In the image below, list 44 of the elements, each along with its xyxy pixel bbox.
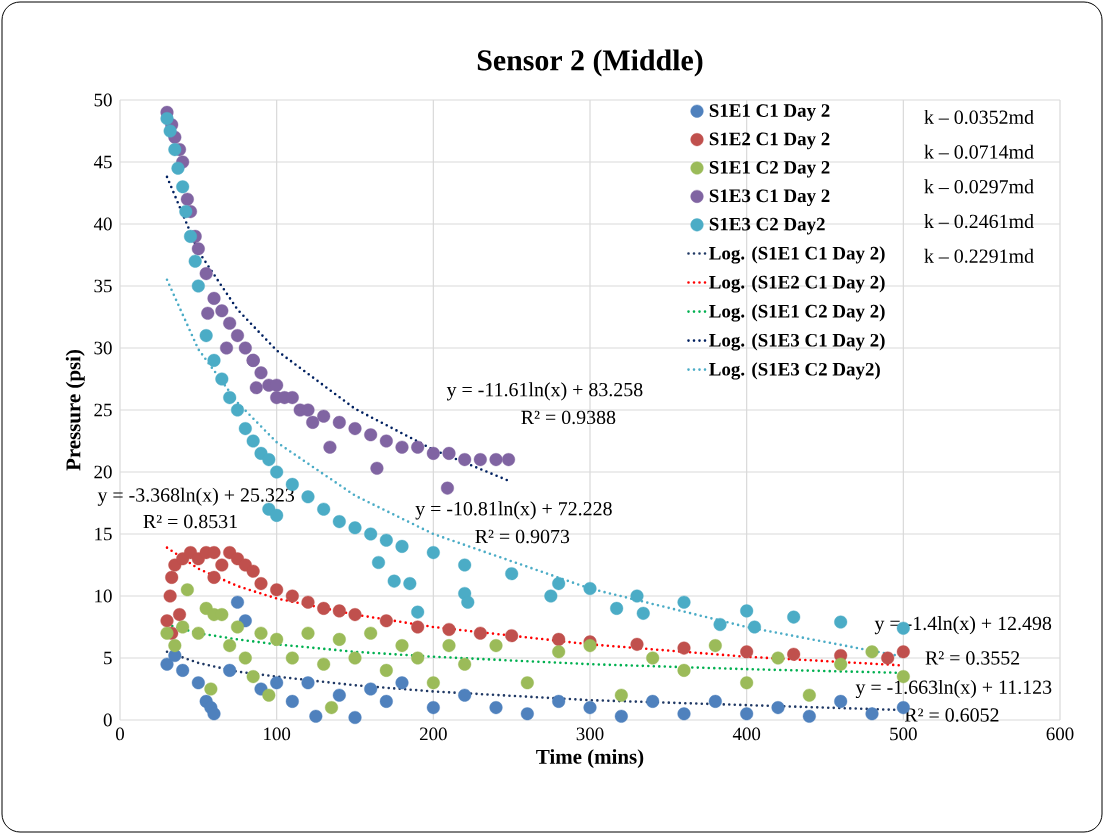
annotation: y = -1.663ln(x) + 11.123 — [855, 679, 1052, 699]
x-tick-label: 600 — [1046, 727, 1074, 741]
legend-label: S1E2 C1 Day 2 — [709, 132, 830, 150]
x-axis-title: Time (mins) — [536, 749, 644, 769]
y-tick-label: 0 — [103, 713, 112, 727]
annotation: R² = 0.3552 — [925, 651, 1020, 665]
annotation: k – 0.0297md — [924, 179, 1034, 194]
annotation: R² = 0.9388 — [521, 410, 616, 425]
y-tick-label: 35 — [94, 279, 112, 293]
annotation: k – 0.2461md — [924, 214, 1034, 229]
chart-title: Sensor 2 (Middle) — [477, 49, 703, 77]
y-tick-label: 50 — [94, 93, 112, 107]
x-tick-label: 500 — [890, 727, 917, 741]
legend-label: Log. (S1E2 C1 Day 2) — [709, 275, 885, 293]
y-tick-label: 45 — [93, 155, 112, 169]
x-tick-label: 300 — [576, 727, 604, 741]
y-tick-label: 15 — [95, 527, 112, 541]
x-tick-label: 0 — [115, 727, 124, 741]
annotation: y = -11.61ln(x) + 83.258 — [446, 382, 643, 401]
annotation: y = -10.81ln(x) + 72.228 — [415, 501, 612, 520]
annotation: k – 0.0714md — [924, 144, 1034, 159]
annotation: R² = 0.8531 — [143, 514, 237, 529]
legend-label: S1E3 C2 Day2 — [709, 217, 825, 235]
y-axis-title: Pressure (psi) — [65, 350, 85, 471]
legend-label: Log. (S1E3 C1 Day 2) — [709, 333, 885, 351]
y-tick-label: 20 — [94, 465, 112, 479]
y-tick-label: 40 — [93, 217, 112, 231]
annotation: y = -3.368ln(x) + 25.323 — [97, 487, 295, 506]
legend-label: S1E1 C1 Day 2 — [709, 104, 830, 121]
x-tick-label: 100 — [264, 727, 291, 741]
annotation: k – 0.2291md — [924, 248, 1034, 263]
legend-label: Log. (S1E3 C2 Day2) — [709, 362, 880, 380]
legend-label: Log. (S1E1 C2 Day 2) — [709, 304, 885, 322]
legend-label: Log. (S1E1 C1 Day 2) — [709, 246, 885, 264]
x-tick-label: 200 — [419, 727, 447, 741]
x-tick-label: 400 — [732, 727, 761, 741]
y-tick-label: 5 — [104, 651, 112, 665]
y-tick-label: 30 — [94, 341, 112, 355]
legend-label: S1E1 C2 Day 2 — [709, 161, 830, 178]
legend-label: S1E3 C1 Day 2 — [709, 189, 830, 207]
y-tick-label: 25 — [94, 403, 112, 417]
y-tick-label: 10 — [95, 589, 112, 603]
annotation: k – 0.0352md — [924, 109, 1034, 125]
annotation: R² = 0.9073 — [475, 529, 570, 544]
